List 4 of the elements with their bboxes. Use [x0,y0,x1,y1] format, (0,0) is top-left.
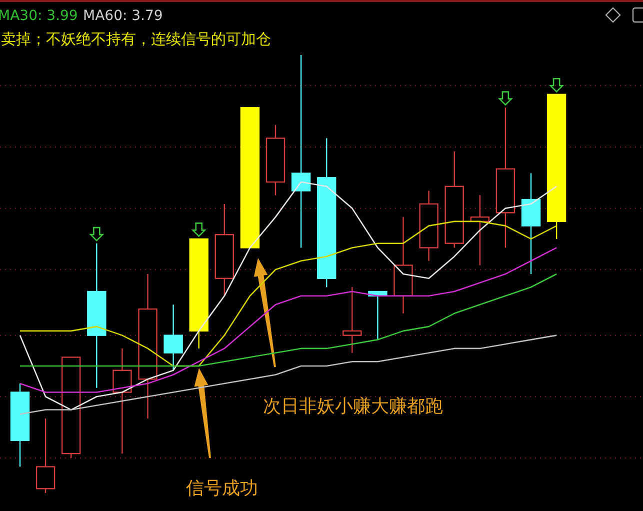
annotation: 次日非妖小赚大赚都跑 [263,396,443,417]
text: 卖掉；不妖绝不持有，连续信号的可加仓 [1,30,271,48]
annotation: 信号成功 [186,478,258,499]
text: MA60: 3.79 [83,8,163,24]
